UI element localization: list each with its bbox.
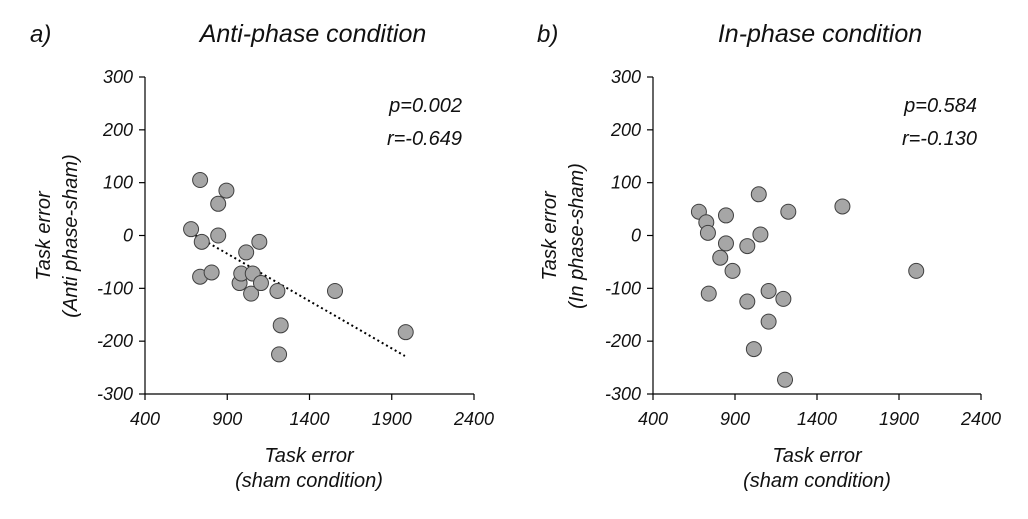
data-point [750,186,767,203]
y-tick-label: 200 [610,120,641,140]
data-point [269,282,286,299]
trend-line [190,231,406,357]
chart-panel-a: a) Anti-phase condition 300 200 100 0 -100 -200… [30,20,494,492]
x-axis-label: (sham condition) [235,470,383,492]
r-value-annotation: r=-0.649 [387,128,462,150]
data-point [203,264,220,281]
y-tick-label: -200 [97,331,133,351]
chart-panel-b: b) In-phase condition 300 200 100 0 -100 -200 -3… [537,20,1001,492]
r-value-annotation: r=-0.130 [902,128,977,150]
p-value-annotation: p=0.002 [388,95,462,117]
y-tick-label: 300 [103,67,133,87]
data-point [326,282,343,299]
data-point [699,224,716,241]
data-point [775,290,792,307]
y-tick-label: -100 [605,278,641,298]
data-point [700,285,717,302]
data-point [272,317,289,334]
data-point [760,282,777,299]
y-tick-label: 200 [102,120,133,140]
x-axis-label: (sham condition) [743,470,891,492]
x-tick-label: 1400 [797,409,837,429]
x-tick-label: 900 [212,409,242,429]
x-axis-label: Task error [264,445,355,467]
y-tick-label: 0 [123,226,133,246]
data-point [760,313,777,330]
x-tick-label: 2400 [453,409,494,429]
data-point [834,198,851,215]
data-point [243,285,260,302]
x-axis-label: Task error [772,445,863,467]
x-tick-label: 900 [720,409,750,429]
y-tick-label: 100 [611,173,641,193]
data-point [183,221,200,238]
y-axis-label: (Anti phase-sham) [60,154,82,317]
data-point [777,371,794,388]
y-axis-label: Task error [33,190,55,281]
data-point [218,182,235,199]
y-tick-label: -100 [97,278,133,298]
data-point [252,275,269,292]
x-tick-label: 400 [638,409,668,429]
panel-label: b) [537,21,558,48]
y-tick-label: 100 [103,173,133,193]
data-point [745,341,762,358]
chart-title: In-phase condition [718,20,922,48]
p-value-annotation: p=0.584 [903,95,977,117]
data-point [193,233,210,250]
y-tick-label: 0 [631,226,641,246]
y-tick-label: 300 [611,67,641,87]
x-tick-label: 1400 [289,409,329,429]
chart-title: Anti-phase condition [198,20,427,48]
data-point [739,293,756,310]
y-axis-label: Task error [539,190,561,281]
data-point [780,203,797,220]
data-point [210,227,227,244]
data-point [271,346,288,363]
data-point [908,262,925,279]
y-axis-label: (In phase-sham) [566,163,588,309]
x-tick-label: 1900 [372,409,412,429]
x-tick-label: 400 [130,409,160,429]
y-tick-label: -300 [97,384,133,404]
x-tick-label: 2400 [960,409,1001,429]
data-point [251,233,268,250]
data-point [752,226,769,243]
data-point [724,262,741,279]
data-point [238,244,255,261]
data-point [210,195,227,212]
data-point [192,172,209,189]
data-point [712,249,729,266]
data-point [717,235,734,252]
panel-label: a) [30,21,51,48]
y-tick-label: -300 [605,384,641,404]
x-tick-label: 1900 [879,409,919,429]
data-point [717,207,734,224]
data-point [397,324,414,341]
y-tick-label: -200 [605,331,641,351]
data-point [739,238,756,255]
